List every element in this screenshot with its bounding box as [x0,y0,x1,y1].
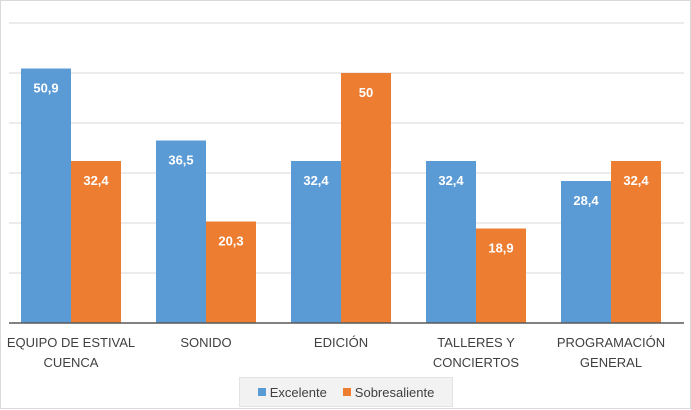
legend-item-sobresaliente: Sobresaliente [342,384,435,400]
data-label: 20,3 [218,234,243,249]
data-label: 32,4 [303,173,329,188]
x-tick-label: SONIDO [180,335,231,350]
bar [21,68,71,323]
x-tick-label: CONCIERTOS [433,355,520,370]
x-tick-label: TALLERES Y [437,335,515,350]
x-tick-label: GENERAL [580,355,642,370]
data-label: 32,4 [83,173,109,188]
x-tick-label: CUENCA [44,355,99,370]
data-label: 18,9 [488,241,513,256]
legend-swatch-excelente [257,388,266,396]
bar [206,221,256,323]
data-label: 28,4 [573,193,599,208]
data-label: 32,4 [623,173,649,188]
bar [71,161,121,323]
bar [291,161,341,323]
bar [341,73,391,323]
data-label: 50,9 [33,81,58,96]
bar [561,181,611,323]
x-tick-label: PROGRAMACIÓN [557,335,665,350]
data-label: 50 [359,85,373,100]
bar [156,140,206,323]
legend-label-sobresaliente: Sobresaliente [354,384,435,400]
x-tick-label: EQUIPO DE ESTIVAL [7,335,135,350]
bar [611,161,661,323]
data-label: 32,4 [438,173,464,188]
bar [476,228,526,323]
bar [426,161,476,323]
legend-swatch-sobresaliente [342,388,351,396]
legend-item-excelente: Excelente [257,384,327,400]
x-tick-label: EDICIÓN [314,335,368,350]
chart-legend: Excelente Sobresaliente [239,377,453,407]
legend-label-excelente: Excelente [269,384,327,400]
data-label: 36,5 [168,153,193,168]
